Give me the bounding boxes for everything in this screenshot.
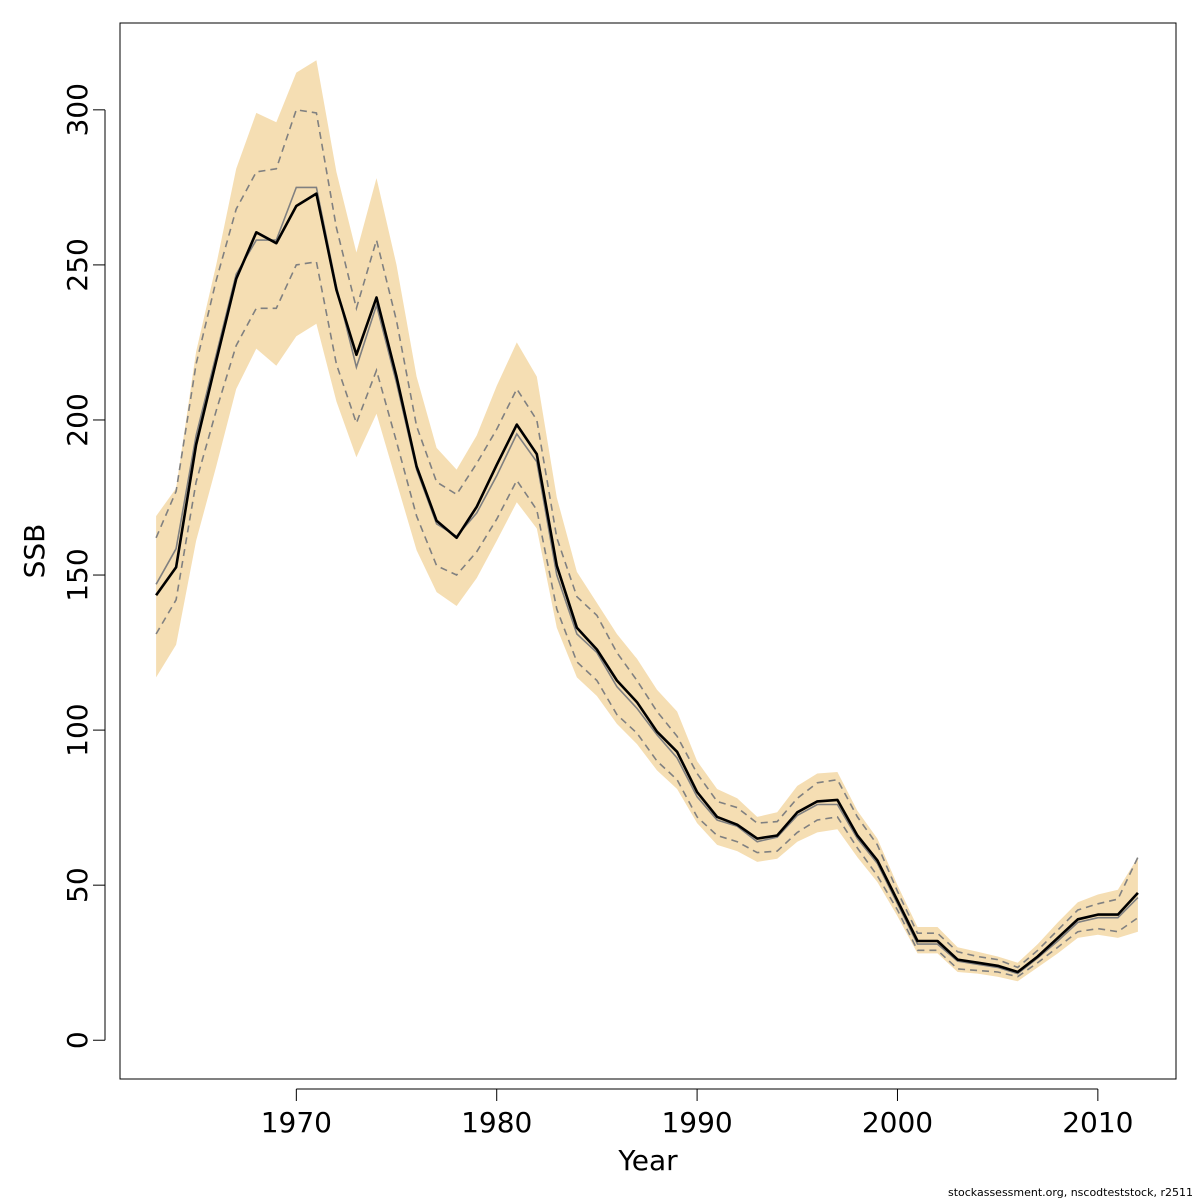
x-tick-label: 2000 — [862, 1106, 933, 1139]
plot-frame — [119, 22, 1177, 1080]
alt-upper-ci-line — [155, 108, 1139, 969]
y-tick-label: 150 — [61, 548, 94, 601]
alt-lower-ci-line — [155, 260, 1139, 978]
x-tick-label: 1970 — [261, 1106, 332, 1139]
y-tick-label: 100 — [61, 703, 94, 756]
estimate-line-layer — [155, 186, 1139, 975]
y-tick-label: 250 — [61, 238, 94, 291]
confidence-band-layer — [156, 60, 1138, 982]
y-tick-label: 0 — [61, 1031, 94, 1049]
x-axis: 1970 1980 1990 2000 2010 — [261, 1088, 1133, 1139]
alt-ci-layer — [155, 108, 1139, 978]
estimate-line — [155, 192, 1139, 974]
x-tick-label: 1980 — [461, 1106, 532, 1139]
footnote: stockassessment.org, nscodteststock, r25… — [948, 1186, 1193, 1199]
y-tick-label: 200 — [61, 393, 94, 446]
y-tick-label: 50 — [61, 867, 94, 903]
y-axis-title: SSB — [18, 524, 51, 579]
x-tick-label: 2010 — [1062, 1106, 1133, 1139]
y-axis: 0 50 100 150 200 250 300 — [61, 83, 106, 1049]
x-tick-label: 1990 — [661, 1106, 732, 1139]
x-axis-title: Year — [617, 1144, 678, 1177]
y-tick-label: 300 — [61, 83, 94, 136]
confidence-band — [156, 60, 1138, 982]
